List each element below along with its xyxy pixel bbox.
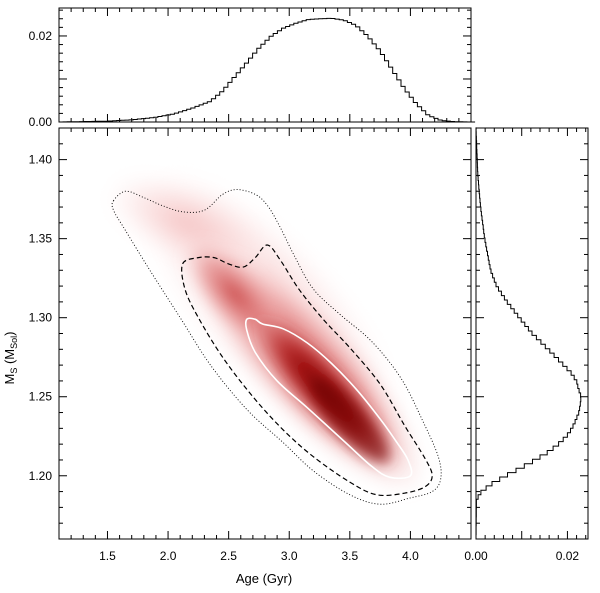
top-y-tick-label: 0.02 xyxy=(29,29,53,43)
y-tick-label: 1.40 xyxy=(29,153,53,167)
right-panel-x-tick-labels: 0.00 0.02 xyxy=(464,549,579,563)
y-tick-label: 1.35 xyxy=(29,232,53,246)
y-tick-label: 1.30 xyxy=(29,311,53,325)
y-tick-label: 1.20 xyxy=(29,469,53,483)
x-tick-label: 3.0 xyxy=(281,549,298,563)
x-tick-label: 4.0 xyxy=(402,549,419,563)
top-y-tick-label: 0.00 xyxy=(29,115,53,129)
joint-density-panel: 1.5 2.0 2.5 3.0 3.5 4.0 1.20 1.25 1.30 1.35 1.40 xyxy=(29,127,472,563)
contour-outer-dotted xyxy=(111,189,442,505)
y-label-unit-subscript: Sol xyxy=(9,336,19,349)
density-heatmap xyxy=(102,162,429,496)
density-cloud xyxy=(102,162,429,496)
right-marginal-panel: 0.00 0.02 xyxy=(464,127,589,563)
right-x-tick-label: 0.00 xyxy=(464,549,488,563)
top-panel-frame xyxy=(58,7,472,123)
y-axis-label: MS (MSol) xyxy=(2,332,19,385)
y-tick-label: 1.25 xyxy=(29,390,53,404)
mass-marginal-histogram xyxy=(475,127,582,539)
x-axis-label: Age (Gyr) xyxy=(236,571,292,586)
density-peak xyxy=(310,378,389,463)
main-y-tick-labels: 1.20 1.25 1.30 1.35 1.40 xyxy=(29,153,53,483)
y-label-unit-close: ) xyxy=(2,332,17,336)
top-panel-ticks xyxy=(59,8,471,122)
y-label-symbol-subscript: S xyxy=(9,368,19,374)
x-tick-label: 3.5 xyxy=(341,549,358,563)
contour-inner-solid xyxy=(244,317,413,480)
main-x-tick-labels: 1.5 2.0 2.5 3.0 3.5 4.0 xyxy=(99,549,419,563)
y-label-unit: (M xyxy=(2,349,17,368)
right-panel-ticks xyxy=(476,128,588,539)
x-tick-label: 2.0 xyxy=(160,549,177,563)
age-marginal-histogram xyxy=(59,17,476,123)
x-tick-label: 1.5 xyxy=(99,549,116,563)
top-marginal-panel: 0.00 0.02 xyxy=(29,7,476,129)
density-upper-tail xyxy=(102,172,271,274)
top-panel-y-tick-labels: 0.00 0.02 xyxy=(29,29,53,129)
x-tick-label: 2.5 xyxy=(220,549,237,563)
right-x-tick-label: 0.02 xyxy=(556,549,580,563)
main-panel-ticks xyxy=(59,128,471,539)
contour-middle-dashed xyxy=(181,244,433,497)
y-label-symbol: M xyxy=(2,374,17,385)
